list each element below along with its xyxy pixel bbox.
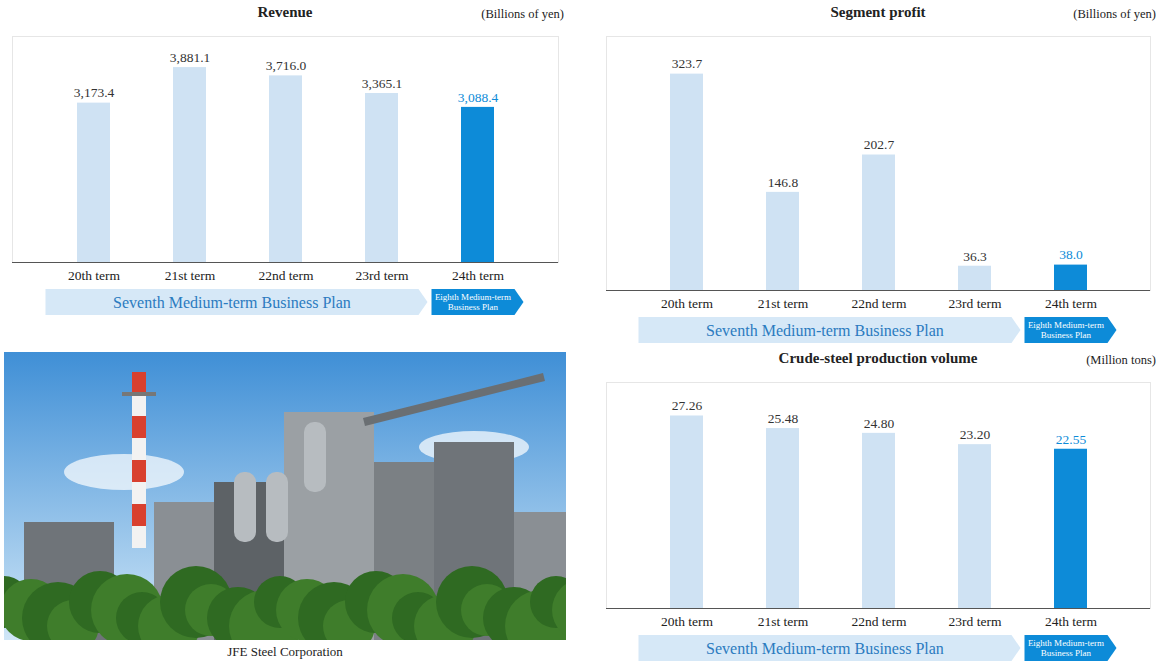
svg-text:38.0: 38.0: [1059, 247, 1083, 262]
svg-text:Eighth Medium-term: Eighth Medium-term: [434, 292, 512, 303]
svg-text:3,365.1: 3,365.1: [362, 76, 403, 91]
svg-text:23rd term: 23rd term: [949, 614, 1002, 629]
svg-text:22nd term: 22nd term: [851, 296, 907, 311]
svg-text:24th term: 24th term: [1045, 614, 1098, 629]
svg-text:23rd term: 23rd term: [356, 268, 409, 283]
svg-text:3,173.4: 3,173.4: [74, 85, 115, 100]
html-text:Revenue: Revenue: [257, 4, 313, 20]
svg-text:24th term: 24th term: [1045, 296, 1098, 311]
svg-text:24.80: 24.80: [864, 416, 895, 431]
html-text:Segment profit: Segment profit: [830, 4, 926, 20]
svg-text:202.7: 202.7: [864, 137, 895, 152]
svg-text:Business Plan: Business Plan: [1041, 330, 1092, 340]
html-text:Crude-steel production volume: Crude-steel production volume: [778, 350, 978, 366]
svg-text:21st term: 21st term: [758, 296, 809, 311]
svg-text:3,881.1: 3,881.1: [170, 50, 211, 65]
svg-text:323.7: 323.7: [672, 56, 703, 71]
html-text:(Billions of yen): (Billions of yen): [1073, 7, 1156, 21]
svg-text:27.26: 27.26: [672, 398, 703, 413]
html-text:JFE Steel Corporation: JFE Steel Corporation: [227, 644, 343, 659]
svg-text:23.20: 23.20: [960, 427, 991, 442]
svg-text:Business Plan: Business Plan: [448, 302, 499, 312]
svg-text:3,716.0: 3,716.0: [266, 58, 307, 73]
svg-text:20th term: 20th term: [661, 296, 714, 311]
svg-text:Eighth Medium-term: Eighth Medium-term: [1027, 638, 1105, 649]
html-text:(Billions of yen): (Billions of yen): [481, 7, 564, 21]
svg-text:21st term: 21st term: [165, 268, 216, 283]
svg-text:Seventh Medium-term Business P: Seventh Medium-term Business Plan: [113, 294, 351, 311]
svg-text:22nd term: 22nd term: [258, 268, 314, 283]
svg-text:22nd term: 22nd term: [851, 614, 907, 629]
svg-text:24th term: 24th term: [452, 268, 505, 283]
svg-text:Seventh Medium-term Business P: Seventh Medium-term Business Plan: [706, 640, 944, 657]
svg-text:20th term: 20th term: [68, 268, 121, 283]
svg-text:3,088.4: 3,088.4: [458, 90, 499, 105]
svg-text:146.8: 146.8: [768, 175, 799, 190]
svg-text:25.48: 25.48: [768, 411, 799, 426]
svg-text:Seventh Medium-term Business P: Seventh Medium-term Business Plan: [706, 322, 944, 339]
html-text:(Million tons): (Million tons): [1086, 353, 1156, 367]
svg-text:Eighth Medium-term: Eighth Medium-term: [1027, 320, 1105, 331]
svg-text:20th term: 20th term: [661, 614, 714, 629]
svg-text:23rd term: 23rd term: [949, 296, 1002, 311]
svg-text:22.55: 22.55: [1056, 432, 1087, 447]
svg-text:21st term: 21st term: [758, 614, 809, 629]
svg-text:36.3: 36.3: [963, 249, 987, 264]
svg-text:Business Plan: Business Plan: [1041, 648, 1092, 658]
